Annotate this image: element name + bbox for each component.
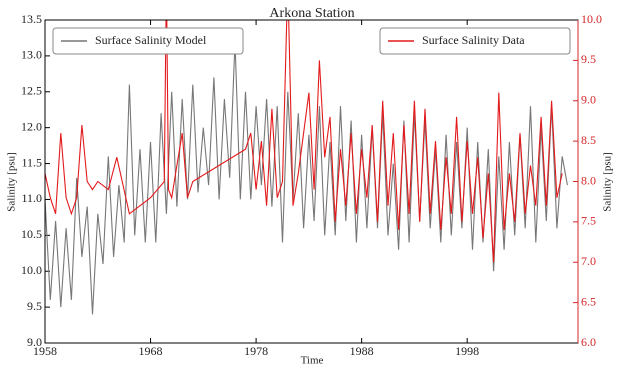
y2-tick-label: 8.5 bbox=[581, 133, 596, 147]
y2-tick-label: 6.5 bbox=[581, 294, 596, 308]
legend-box bbox=[52, 27, 244, 55]
y-tick-label: 10.0 bbox=[21, 263, 42, 277]
y-tick-label: 12.5 bbox=[21, 84, 42, 98]
x-tick-label: 1958 bbox=[33, 344, 57, 358]
x-tick-label: 1998 bbox=[455, 344, 479, 358]
y2-tick-label: 7.0 bbox=[581, 254, 596, 268]
y-tick-label: 11.0 bbox=[21, 191, 42, 205]
x-tick-label: 1978 bbox=[244, 344, 268, 358]
y2-tick-label: 8.0 bbox=[581, 173, 596, 187]
legend-label: Surface Salinity Data bbox=[422, 33, 525, 47]
legend: Surface Salinity Data bbox=[379, 27, 571, 55]
series-line bbox=[45, 20, 563, 263]
legend-box bbox=[379, 27, 571, 55]
y2-tick-label: 9.5 bbox=[581, 52, 596, 66]
legend: Surface Salinity Model bbox=[52, 27, 244, 55]
y-tick-label: 13.0 bbox=[21, 48, 42, 62]
chart-title: Arkona Station bbox=[269, 6, 354, 21]
y2-tick-label: 6.0 bbox=[581, 335, 596, 349]
y-tick-label: 12.0 bbox=[21, 119, 42, 133]
legend-label: Surface Salinity Model bbox=[95, 33, 207, 47]
y-tick-label: 9.0 bbox=[27, 335, 42, 349]
y-tick-label: 9.5 bbox=[27, 299, 42, 313]
x-tick-label: 1968 bbox=[139, 344, 163, 358]
y-tick-label: 10.5 bbox=[21, 227, 42, 241]
y2-tick-label: 7.5 bbox=[581, 214, 596, 228]
y-axis-label: Salinity [psu] bbox=[6, 152, 18, 212]
y-tick-label: 11.5 bbox=[21, 155, 42, 169]
y-tick-label: 13.5 bbox=[21, 12, 42, 26]
x-axis-label: Time bbox=[301, 355, 324, 367]
x-tick-label: 1988 bbox=[350, 344, 374, 358]
y2-axis-label: Salinity [psu] bbox=[602, 152, 614, 212]
y2-tick-label: 10.0 bbox=[581, 12, 602, 26]
y2-tick-label: 9.0 bbox=[581, 93, 596, 107]
